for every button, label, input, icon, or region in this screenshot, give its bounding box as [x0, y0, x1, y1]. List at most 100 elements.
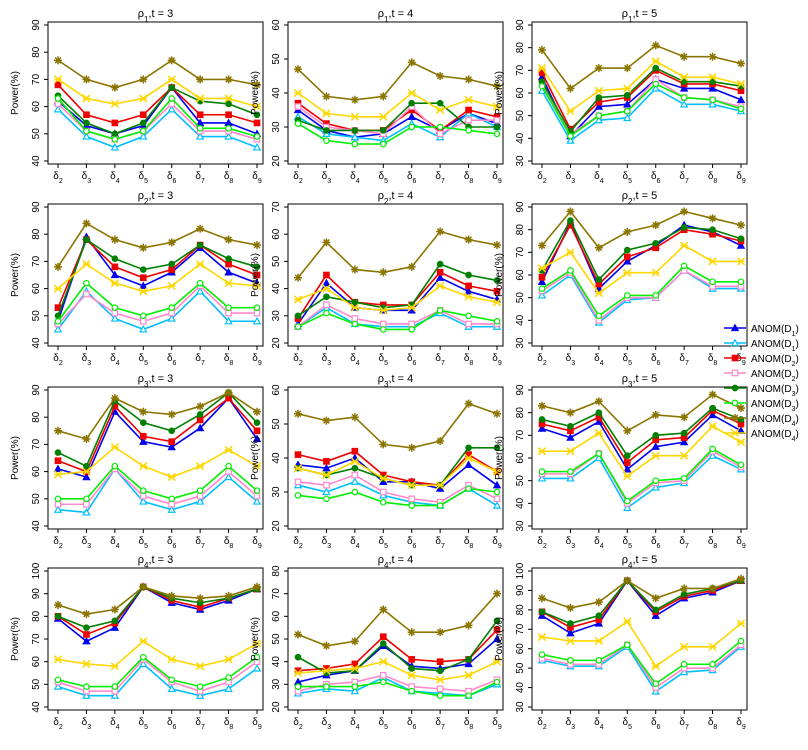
- x-tick-label: δ5: [139, 171, 149, 185]
- data-point: [538, 273, 546, 281]
- series-6: [538, 80, 745, 140]
- panel-8: ρ3,t = 4 20 30 40 50 60 δ2 δ3 δ4 δ5 δ6 δ7 δ8 δ9 Power(…: [250, 373, 504, 550]
- data-point: [407, 303, 416, 312]
- data-point: [652, 606, 660, 614]
- data-point: [493, 241, 501, 250]
- data-point: [594, 86, 603, 95]
- data-point: [567, 620, 574, 627]
- x-tick-label: δ7: [435, 171, 445, 185]
- data-point: [651, 687, 660, 695]
- data-point: [651, 41, 660, 50]
- x-tick-label: δ4: [350, 171, 360, 185]
- legend-entry-6: ANOM(D3): [724, 399, 799, 413]
- legend-marker: [730, 338, 740, 347]
- data-point: [465, 106, 472, 114]
- series-line: [57, 86, 258, 135]
- data-point: [736, 79, 746, 89]
- data-point: [408, 502, 416, 509]
- data-point: [111, 617, 119, 625]
- data-point: [351, 320, 359, 328]
- series-7: [294, 399, 501, 452]
- panel-title: ρ1,t = 3: [138, 8, 174, 24]
- y-tick-label: 50: [31, 493, 42, 505]
- data-point: [736, 241, 746, 249]
- data-point: [294, 492, 302, 499]
- data-point: [594, 397, 603, 406]
- data-point: [351, 471, 359, 479]
- data-point: [195, 423, 205, 432]
- y-tick-label: 70: [31, 73, 42, 85]
- data-point: [252, 462, 262, 471]
- x-tick-label: δ4: [350, 353, 360, 367]
- data-point: [436, 260, 444, 268]
- data-point: [196, 492, 204, 500]
- data-point: [537, 277, 547, 285]
- data-point: [436, 502, 444, 509]
- data-point: [168, 438, 176, 445]
- data-point: [679, 84, 689, 92]
- data-point: [196, 259, 205, 269]
- x-tick-label: δ8: [224, 536, 234, 550]
- y-tick-label: 40: [31, 337, 42, 349]
- x-tick-label: δ3: [322, 171, 332, 185]
- series-6: [294, 307, 501, 333]
- data-point: [350, 95, 359, 104]
- data-point: [623, 113, 632, 122]
- data-point: [436, 130, 444, 138]
- data-point: [708, 410, 717, 419]
- panel-title: ρ3,t = 5: [622, 373, 658, 389]
- data-point: [465, 312, 472, 320]
- data-point: [493, 617, 501, 625]
- y-tick-label: 90: [515, 201, 526, 213]
- data-point: [196, 125, 204, 132]
- data-point: [293, 295, 303, 304]
- legend-label: ANOM(D3): [751, 384, 799, 398]
- series-line: [541, 244, 741, 295]
- data-point: [111, 255, 119, 262]
- data-point: [594, 289, 603, 298]
- data-point: [537, 264, 547, 273]
- data-point: [294, 683, 302, 690]
- x-tick-label: δ8: [708, 717, 718, 731]
- y-tick-label: 30: [271, 310, 282, 322]
- series-7: [54, 219, 261, 271]
- x-tick-label: δ5: [379, 171, 389, 185]
- data-point: [224, 388, 233, 397]
- data-point: [350, 413, 359, 422]
- x-tick-label: δ9: [736, 171, 746, 185]
- data-point: [379, 320, 387, 328]
- series-line: [297, 487, 498, 507]
- panel-title: ρ1,t = 4: [378, 8, 414, 24]
- series-8: [537, 422, 746, 481]
- data-point: [567, 217, 574, 224]
- series-line: [57, 396, 258, 479]
- data-point: [167, 591, 176, 600]
- data-point: [594, 417, 604, 425]
- data-point: [139, 281, 148, 290]
- data-point: [408, 320, 416, 328]
- data-point: [111, 135, 119, 143]
- data-point: [139, 437, 148, 445]
- data-point: [167, 505, 176, 513]
- data-point: [54, 495, 62, 503]
- data-point: [407, 112, 416, 120]
- x-tick-label: δ9: [492, 536, 502, 550]
- data-point: [436, 658, 444, 665]
- series-8: [293, 281, 502, 315]
- series-line: [57, 446, 258, 478]
- legend-marker: [730, 323, 740, 332]
- data-point: [252, 142, 262, 151]
- x-tick-label: δ2: [293, 353, 303, 367]
- data-point: [679, 99, 689, 108]
- data-point: [294, 409, 302, 418]
- data-point: [595, 112, 603, 119]
- data-point: [680, 52, 689, 61]
- data-point: [680, 451, 689, 460]
- x-tick-label: δ7: [679, 536, 689, 550]
- data-point: [379, 140, 387, 148]
- data-point: [111, 683, 119, 690]
- data-point: [436, 675, 445, 684]
- series-line: [57, 59, 258, 89]
- series-line: [297, 674, 498, 692]
- data-point: [53, 75, 63, 84]
